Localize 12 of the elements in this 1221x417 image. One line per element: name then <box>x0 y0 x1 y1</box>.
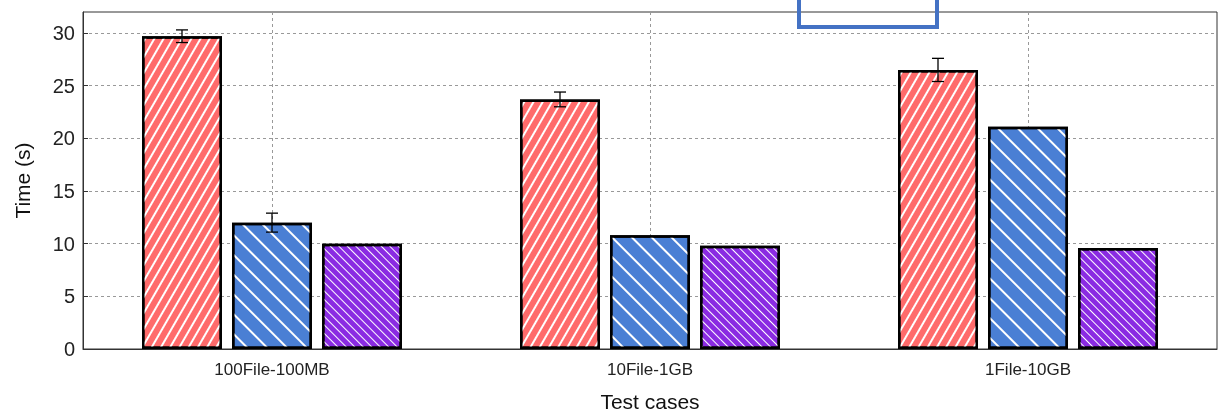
x-axis-title: Test cases <box>600 390 700 413</box>
y-tick-label: 30 <box>52 22 75 45</box>
y-tick-label: 5 <box>63 285 75 308</box>
y-tick-label: 25 <box>52 74 75 97</box>
x-tick-label: 10File-1GB <box>607 360 693 379</box>
y-tick-label: 10 <box>52 232 75 255</box>
x-tick-label: 100File-100MB <box>214 360 330 379</box>
y-axis-title: Time (s) <box>11 142 34 219</box>
y-tick-label: 15 <box>52 180 75 203</box>
y-tick-label: 0 <box>63 338 75 360</box>
y-tick-label: 20 <box>52 127 75 150</box>
x-tick-label: 1File-10GB <box>985 360 1071 379</box>
